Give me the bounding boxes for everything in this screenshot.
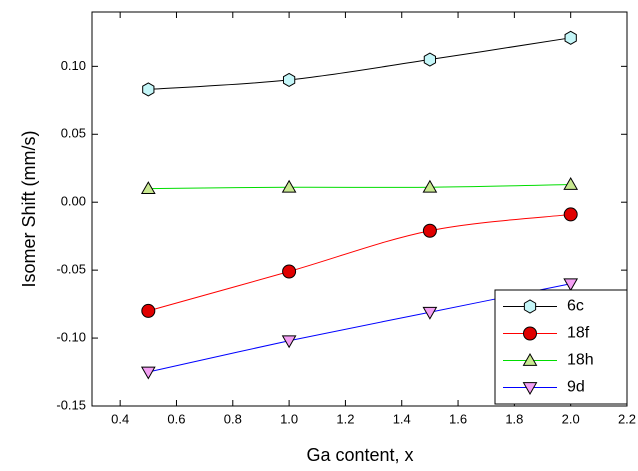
x-tick-label: 1.2 (336, 411, 354, 426)
legend-box (494, 289, 628, 405)
x-tick-label: 1.6 (449, 411, 467, 426)
x-tick-label: 2.2 (618, 411, 636, 426)
marker (563, 278, 579, 292)
marker (281, 179, 297, 193)
marker (140, 181, 156, 194)
legend-marker (522, 352, 538, 366)
marker (422, 306, 438, 320)
x-axis-title: Ga content, x (306, 445, 413, 465)
x-tick-label: 0.4 (111, 411, 129, 426)
legend-label: 9d (567, 379, 585, 396)
y-tick-label: 0.00 (61, 194, 86, 209)
marker (140, 366, 156, 380)
x-tick-label: 2.0 (562, 411, 580, 426)
x-tick-label: 0.6 (167, 411, 185, 426)
marker (563, 207, 578, 222)
y-tick-label: 0.10 (61, 58, 86, 73)
y-tick-label: -0.15 (56, 397, 86, 412)
marker (282, 264, 297, 279)
legend-label: 18f (567, 325, 590, 342)
legend-marker (523, 299, 537, 314)
x-tick-label: 1.8 (505, 411, 523, 426)
plot-frame (91, 11, 628, 407)
marker (422, 223, 437, 238)
y-tick-label: -0.05 (56, 262, 86, 277)
marker (422, 179, 438, 193)
marker (564, 30, 577, 45)
series-line (148, 37, 571, 90)
y-tick-label: 0.05 (61, 126, 86, 141)
x-tick-label: 0.8 (224, 411, 242, 426)
marker (423, 52, 437, 67)
x-tick-label: 1.0 (280, 411, 298, 426)
legend-marker (522, 382, 538, 396)
marker (281, 335, 297, 349)
legend-label: 18h (567, 352, 594, 369)
series-line (148, 184, 571, 190)
y-tick-label: -0.10 (56, 330, 86, 345)
marker (142, 82, 155, 97)
marker (563, 177, 579, 190)
x-tick-label: 1.4 (393, 411, 411, 426)
marker (282, 72, 296, 88)
legend-marker (523, 326, 537, 341)
marker (141, 303, 156, 318)
legend-label: 6c (567, 298, 584, 315)
y-axis-title: Isomer Shift (mm/s) (19, 130, 39, 287)
series-line (148, 213, 571, 312)
